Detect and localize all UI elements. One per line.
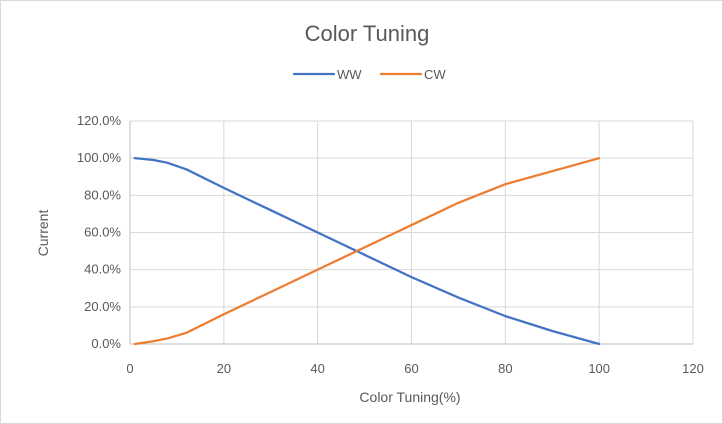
x-tick-label: 100 xyxy=(588,361,610,376)
series-line-ww xyxy=(133,157,601,346)
y-tick-label: 40.0% xyxy=(84,262,121,277)
x-axis-title: Color Tuning(%) xyxy=(359,389,460,405)
chart-title: Color Tuning xyxy=(305,21,430,46)
grid xyxy=(130,120,694,344)
legend: WW CW xyxy=(292,67,446,82)
tick-labels: 0.0% 20.0% 40.0% 60.0% 80.0% 100.0% 120.0% 0 20 4… xyxy=(77,113,704,376)
x-tick-label: 80 xyxy=(498,361,512,376)
x-tick-label: 120 xyxy=(682,361,704,376)
y-tick-label: 60.0% xyxy=(84,225,121,240)
y-tick-label: 120.0% xyxy=(77,113,122,128)
x-tick-label: 0 xyxy=(126,361,133,376)
y-tick-label: 100.0% xyxy=(77,150,122,165)
y-axis-title: Current xyxy=(35,210,51,257)
y-tick-label: 80.0% xyxy=(84,187,121,202)
x-tick-label: 40 xyxy=(310,361,324,376)
series-layer xyxy=(133,157,601,346)
x-tick-label: 60 xyxy=(404,361,418,376)
y-tick-label: 0.0% xyxy=(91,336,121,351)
y-tick-label: 20.0% xyxy=(84,299,121,314)
x-tick-label: 20 xyxy=(217,361,231,376)
legend-label-cw: CW xyxy=(424,67,446,82)
legend-label-ww: WW xyxy=(337,67,362,82)
series-line-cw xyxy=(133,157,601,346)
